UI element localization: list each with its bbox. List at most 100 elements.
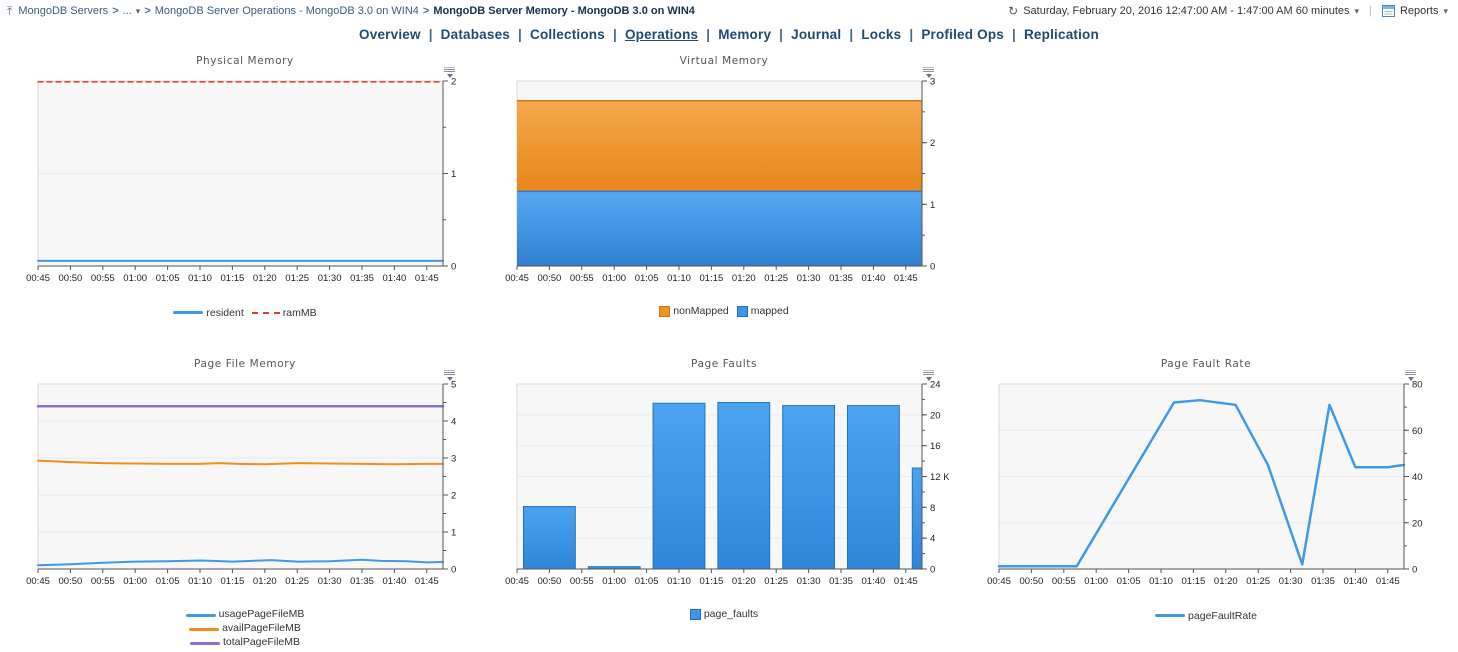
- legend: resident ramMB: [20, 304, 470, 320]
- chart-menu-icon[interactable]: [1404, 370, 1417, 383]
- svg-text:0: 0: [1412, 565, 1417, 576]
- legend-swatch-mapped: [736, 305, 748, 317]
- svg-text:01:35: 01:35: [350, 576, 374, 587]
- svg-text:00:45: 00:45: [987, 576, 1011, 587]
- legend-swatch-pagefaultrate: [1155, 614, 1186, 617]
- chart-menu-icon[interactable]: [443, 370, 456, 383]
- svg-text:01:10: 01:10: [667, 273, 691, 284]
- legend-swatch-rammb: [251, 312, 280, 314]
- physical-memory-plot: 00:45 00:50 00:55 01:00 01:05 01:10 01:15 01:20…: [26, 77, 470, 285]
- svg-text:4: 4: [930, 534, 935, 545]
- svg-text:01:40: 01:40: [383, 273, 407, 284]
- legend-label-page-faults: page_faults: [703, 608, 759, 620]
- nav-tabs: Overview | Databases | Collections | Operation…: [0, 27, 1458, 42]
- tab-memory[interactable]: Memory: [718, 27, 772, 42]
- svg-text:8: 8: [930, 503, 935, 514]
- svg-text:01:40: 01:40: [862, 576, 886, 587]
- svg-text:00:50: 00:50: [538, 273, 562, 284]
- svg-text:01:45: 01:45: [415, 576, 439, 587]
- svg-text:20: 20: [930, 410, 941, 421]
- svg-text:01:30: 01:30: [797, 576, 821, 587]
- legend-item-nonmapped: nonMapped: [659, 304, 729, 318]
- nav-separator: |: [849, 27, 854, 42]
- chart-title: Page Faults: [690, 358, 758, 370]
- legend-swatch-nonmapped: [659, 305, 671, 317]
- svg-text:01:10: 01:10: [1149, 576, 1173, 587]
- legend-swatch-availpagefilemb: [189, 628, 220, 631]
- breadcrumb-dropdown-icon[interactable]: ▾: [135, 5, 141, 16]
- page-fault-rate-plot: 00:45 00:50 00:55 01:00 01:05 01:10 01:15 01:20…: [987, 380, 1431, 588]
- svg-text:00:45: 00:45: [505, 576, 529, 587]
- legend-item-totalpagefilemb: totalPageFileMB: [189, 635, 300, 649]
- svg-text:60: 60: [1412, 426, 1423, 437]
- breadcrumb-item-mongodb-servers[interactable]: MongoDB Servers: [18, 5, 109, 17]
- svg-text:00:50: 00:50: [59, 273, 83, 284]
- virtual-memory-plot: 00:45 00:50 00:55 01:00 01:05 01:10 01:15 01:20…: [505, 77, 949, 285]
- legend-item-pagefaultrate: pageFaultRate: [1155, 609, 1257, 623]
- svg-text:01:35: 01:35: [829, 273, 853, 284]
- reports-caret-icon[interactable]: ▾: [1443, 5, 1448, 16]
- svg-text:00:50: 00:50: [1020, 576, 1044, 587]
- legend-label-resident: resident: [206, 306, 244, 319]
- nav-separator: |: [909, 27, 914, 42]
- chart-menu-icon[interactable]: [443, 67, 456, 80]
- svg-text:00:55: 00:55: [570, 576, 594, 587]
- legend: usagePageFileMB availPageFileMB totalPageF…: [20, 607, 470, 649]
- time-range-selector[interactable]: ↻ Saturday, February 20, 2016 12:47:00 A…: [1008, 4, 1359, 18]
- svg-text:0: 0: [930, 262, 935, 273]
- svg-text:01:25: 01:25: [764, 576, 788, 587]
- legend-item-mapped: mapped: [736, 304, 789, 318]
- legend-item-resident: resident: [173, 306, 244, 320]
- tab-journal[interactable]: Journal: [791, 27, 842, 42]
- svg-text:01:05: 01:05: [635, 576, 659, 587]
- svg-text:01:05: 01:05: [156, 576, 180, 587]
- svg-text:01:30: 01:30: [797, 273, 821, 284]
- breadcrumb-separator: >: [112, 5, 119, 17]
- svg-text:01:05: 01:05: [156, 273, 180, 284]
- reports-menu[interactable]: Reports ▾: [1381, 5, 1448, 17]
- tab-overview[interactable]: Overview: [359, 27, 421, 42]
- time-range-caret-icon[interactable]: ▾: [1354, 5, 1360, 16]
- svg-text:12 K: 12 K: [930, 472, 949, 483]
- tab-collections[interactable]: Collections: [530, 27, 605, 42]
- svg-text:c/s: c/s: [1429, 471, 1431, 483]
- reports-icon: [1381, 5, 1395, 17]
- legend-label-availpagefilemb: availPageFileMB: [222, 622, 301, 634]
- breadcrumb-item-mongodb-server-memory-mongodb-3-0-on-win4[interactable]: MongoDB Server Memory - MongoDB 3.0 on W…: [433, 5, 695, 17]
- legend-item-usagepagefilemb: usagePageFileMB: [185, 607, 304, 621]
- tab-operations[interactable]: Operations: [624, 27, 699, 42]
- tab-profiled-ops[interactable]: Profiled Ops: [921, 27, 1004, 42]
- svg-text:2: 2: [451, 77, 456, 88]
- breadcrumb: ⤒ MongoDB Servers >... ▾ > MongoDB Server Op…: [0, 4, 695, 19]
- svg-text:5: 5: [451, 380, 456, 391]
- page-file-memory-plot: 00:45 00:50 00:55 01:00 01:05 01:10 01:15 01:20…: [26, 380, 470, 588]
- chart-menu-icon[interactable]: [922, 67, 935, 80]
- svg-text:3: 3: [451, 454, 456, 465]
- svg-text:01:30: 01:30: [318, 576, 342, 587]
- legend-label-pagefaultrate: pageFaultRate: [1188, 609, 1257, 622]
- svg-text:01:30: 01:30: [318, 273, 342, 284]
- tab-locks[interactable]: Locks: [861, 27, 902, 42]
- svg-text:00:55: 00:55: [570, 273, 594, 284]
- tab-replication[interactable]: Replication: [1023, 27, 1099, 42]
- chart-menu-icon[interactable]: [922, 370, 935, 383]
- breadcrumb-up-icon[interactable]: ⤒: [7, 3, 13, 18]
- legend-label-mapped: mapped: [750, 305, 789, 317]
- svg-text:01:00: 01:00: [123, 576, 147, 587]
- svg-text:80: 80: [1412, 380, 1423, 391]
- topbar-right: ↻ Saturday, February 20, 2016 12:47:00 A…: [1008, 4, 1458, 18]
- svg-text:01:40: 01:40: [862, 273, 886, 284]
- legend-swatch-usagepagefilemb: [185, 614, 216, 617]
- svg-text:01:05: 01:05: [635, 273, 659, 284]
- svg-text:1: 1: [451, 528, 456, 539]
- breadcrumb-item-ellipsis[interactable]: ...: [122, 5, 132, 17]
- top-bar: ⤒ MongoDB Servers >... ▾ > MongoDB Server Op…: [0, 0, 1458, 22]
- svg-text:01:45: 01:45: [894, 576, 918, 587]
- breadcrumb-item-mongodb-server-operations-mongodb-3-0-on-win4[interactable]: MongoDB Server Operations - MongoDB 3.0 …: [154, 5, 419, 17]
- svg-text:GB: GB: [468, 470, 470, 483]
- tab-databases[interactable]: Databases: [440, 27, 511, 42]
- chart-page-fault-rate: Page Fault Rate 00:45 00:50 00:55 01:00 01:0…: [981, 358, 1431, 623]
- svg-text:0: 0: [930, 565, 935, 576]
- svg-text:00:55: 00:55: [91, 576, 115, 587]
- svg-text:1: 1: [930, 200, 935, 211]
